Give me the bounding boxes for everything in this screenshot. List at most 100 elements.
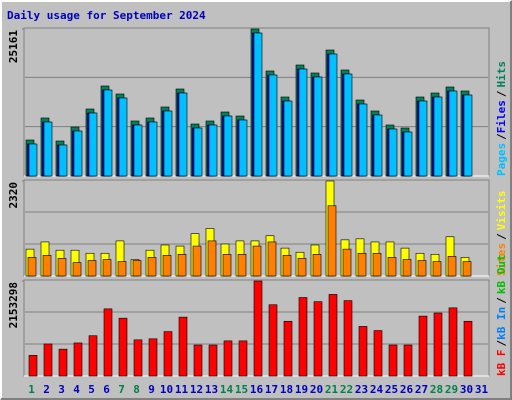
- legend-entry: kB In: [495, 307, 508, 340]
- bar: [133, 339, 143, 377]
- bar: [87, 260, 97, 277]
- bar: [297, 258, 307, 277]
- bar: [223, 340, 233, 377]
- legend-separator: /: [495, 233, 508, 240]
- x-tick-label: 1: [28, 383, 35, 396]
- bar: [252, 245, 262, 277]
- bar: [118, 97, 128, 177]
- x-tick-label: 12: [190, 383, 203, 396]
- x-tick-label: 15: [235, 383, 248, 396]
- bar: [417, 260, 427, 277]
- legend-entry: Hits: [495, 61, 508, 88]
- bar: [373, 330, 383, 377]
- x-tick-label: 5: [88, 383, 95, 396]
- y-tick-label: 2320: [7, 182, 20, 209]
- bar: [148, 338, 158, 377]
- bar: [282, 255, 292, 277]
- x-tick-label: 6: [103, 383, 110, 396]
- bar: [343, 73, 353, 177]
- bar: [117, 261, 127, 277]
- bar: [148, 121, 158, 177]
- legend-entry: Files: [495, 100, 508, 133]
- bar: [418, 100, 428, 177]
- x-tick-label: 21: [325, 383, 339, 396]
- x-tick-label: 20: [310, 383, 323, 396]
- bar: [358, 326, 368, 377]
- bar: [448, 90, 458, 177]
- bar: [418, 315, 428, 377]
- bar: [192, 245, 202, 277]
- bar: [58, 144, 68, 177]
- bar: [432, 261, 442, 277]
- bar: [88, 112, 98, 177]
- bar: [328, 294, 338, 377]
- bar: [313, 301, 323, 377]
- bar: [207, 240, 217, 277]
- bar: [58, 348, 68, 377]
- legend-entry: Pages: [495, 143, 508, 176]
- bar: [402, 259, 412, 277]
- x-tick-label: 16: [250, 383, 264, 396]
- x-tick-label: 25: [385, 383, 398, 396]
- bar: [253, 32, 263, 177]
- x-tick-label: 10: [160, 383, 173, 396]
- x-tick-label: 22: [340, 383, 353, 396]
- bar: [357, 252, 367, 277]
- bar: [162, 255, 172, 277]
- x-tick-label: 29: [445, 383, 458, 396]
- x-tick-label: 11: [175, 383, 189, 396]
- legend: kB F/kB In/kB Out: [495, 254, 508, 376]
- bar: [147, 257, 157, 277]
- x-tick-label: 30: [460, 383, 473, 396]
- x-tick-label: 23: [355, 383, 368, 396]
- bar: [43, 121, 53, 177]
- legend-entry: Visits: [495, 191, 508, 231]
- bar: [387, 257, 397, 277]
- x-tick-label: 27: [415, 383, 428, 396]
- bar: [388, 128, 398, 177]
- bar: [237, 253, 247, 277]
- bar: [163, 331, 173, 377]
- bar: [178, 316, 188, 377]
- bar: [447, 256, 457, 277]
- bar: [43, 343, 53, 377]
- bar: [28, 143, 38, 177]
- x-tick-label: 26: [400, 383, 414, 396]
- bar: [267, 241, 277, 277]
- bar: [208, 124, 218, 177]
- x-tick-label: 4: [73, 383, 80, 396]
- bar: [238, 119, 248, 177]
- bar: [448, 307, 458, 377]
- legend-entry: Sites: [495, 243, 508, 276]
- x-tick-label: 24: [370, 383, 384, 396]
- bar: [388, 344, 398, 377]
- y-tick-label: 2153298: [7, 282, 20, 328]
- bar: [223, 115, 233, 177]
- legend: Pages/Files/Hits: [495, 61, 508, 176]
- x-tick-label: 13: [205, 383, 218, 396]
- bar: [283, 100, 293, 177]
- bar: [132, 260, 142, 277]
- x-tick-label: 7: [118, 383, 125, 396]
- x-tick-label: 9: [148, 383, 155, 396]
- bar: [433, 96, 443, 177]
- bar: [268, 304, 278, 377]
- bar: [463, 94, 473, 177]
- x-tick-label: 3: [58, 383, 65, 396]
- bar: [103, 308, 113, 377]
- bar: [373, 114, 383, 177]
- bar: [163, 110, 173, 177]
- bar: [193, 344, 203, 377]
- legend-separator: /: [495, 297, 508, 304]
- bar: [73, 130, 83, 177]
- legend-entry: kB F: [495, 350, 508, 377]
- bar: [268, 74, 278, 177]
- bar: [462, 261, 472, 277]
- y-tick-label: 25161: [7, 30, 20, 63]
- bar: [403, 131, 413, 177]
- bar: [208, 344, 218, 377]
- bar: [253, 280, 263, 377]
- bar: [57, 258, 67, 277]
